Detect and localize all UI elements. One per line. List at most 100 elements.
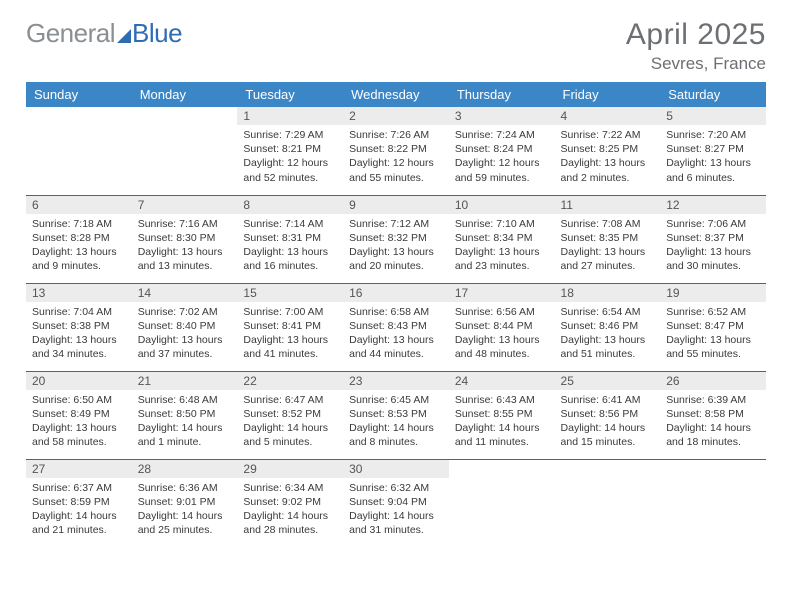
sunrise-text: Sunrise: 6:36 AM [138, 481, 232, 495]
daylight-text: Daylight: 13 hours and 23 minutes. [455, 245, 549, 273]
day-number: 23 [343, 372, 449, 390]
day-number: 4 [555, 107, 661, 125]
calendar-day-cell: 29Sunrise: 6:34 AMSunset: 9:02 PMDayligh… [237, 459, 343, 547]
daylight-text: Daylight: 13 hours and 34 minutes. [32, 333, 126, 361]
calendar-day-cell: 15Sunrise: 7:00 AMSunset: 8:41 PMDayligh… [237, 283, 343, 371]
sunset-text: Sunset: 8:25 PM [561, 142, 655, 156]
calendar-day-cell: 14Sunrise: 7:02 AMSunset: 8:40 PMDayligh… [132, 283, 238, 371]
day-details: Sunrise: 6:34 AMSunset: 9:02 PMDaylight:… [237, 478, 343, 542]
daylight-text: Daylight: 14 hours and 31 minutes. [349, 509, 443, 537]
day-details: Sunrise: 6:47 AMSunset: 8:52 PMDaylight:… [237, 390, 343, 454]
day-details: Sunrise: 7:16 AMSunset: 8:30 PMDaylight:… [132, 214, 238, 278]
weekday-header: Thursday [449, 82, 555, 107]
calendar-day-cell [449, 459, 555, 547]
daylight-text: Daylight: 13 hours and 16 minutes. [243, 245, 337, 273]
brand-part1: General [26, 18, 115, 49]
sunrise-text: Sunrise: 7:24 AM [455, 128, 549, 142]
sunset-text: Sunset: 8:53 PM [349, 407, 443, 421]
calendar-day-cell: 3 Sunrise: 7:24 AMSunset: 8:24 PMDaylight… [449, 107, 555, 195]
weekday-header-row: Sunday Monday Tuesday Wednesday Thursday… [26, 82, 766, 107]
day-details: Sunrise: 6:36 AMSunset: 9:01 PMDaylight:… [132, 478, 238, 542]
daylight-text: Daylight: 13 hours and 51 minutes. [561, 333, 655, 361]
daylight-text: Daylight: 12 hours and 59 minutes. [455, 156, 549, 184]
sunrise-text: Sunrise: 7:22 AM [561, 128, 655, 142]
weekday-header: Sunday [26, 82, 132, 107]
day-number: 2 [343, 107, 449, 125]
sunset-text: Sunset: 9:01 PM [138, 495, 232, 509]
day-details: Sunrise: 7:20 AMSunset: 8:27 PMDaylight:… [660, 125, 766, 189]
sunrise-text: Sunrise: 6:47 AM [243, 393, 337, 407]
sunset-text: Sunset: 8:24 PM [455, 142, 549, 156]
day-number: 3 [449, 107, 555, 125]
sunset-text: Sunset: 8:49 PM [32, 407, 126, 421]
sunset-text: Sunset: 8:59 PM [32, 495, 126, 509]
day-details: Sunrise: 6:41 AMSunset: 8:56 PMDaylight:… [555, 390, 661, 454]
location-label: Sevres, France [626, 54, 766, 74]
sunrise-text: Sunrise: 6:56 AM [455, 305, 549, 319]
calendar-day-cell: 27Sunrise: 6:37 AMSunset: 8:59 PMDayligh… [26, 459, 132, 547]
sunset-text: Sunset: 8:43 PM [349, 319, 443, 333]
sunrise-text: Sunrise: 7:00 AM [243, 305, 337, 319]
daylight-text: Daylight: 13 hours and 55 minutes. [666, 333, 760, 361]
calendar-day-cell: 13Sunrise: 7:04 AMSunset: 8:38 PMDayligh… [26, 283, 132, 371]
daylight-text: Daylight: 14 hours and 21 minutes. [32, 509, 126, 537]
daylight-text: Daylight: 12 hours and 55 minutes. [349, 156, 443, 184]
month-title: April 2025 [626, 18, 766, 52]
sunset-text: Sunset: 8:56 PM [561, 407, 655, 421]
calendar-day-cell: 17Sunrise: 6:56 AMSunset: 8:44 PMDayligh… [449, 283, 555, 371]
sunset-text: Sunset: 9:02 PM [243, 495, 337, 509]
calendar-page: General Blue April 2025 Sevres, France S… [0, 0, 792, 547]
day-details: Sunrise: 6:50 AMSunset: 8:49 PMDaylight:… [26, 390, 132, 454]
calendar-day-cell: 10Sunrise: 7:10 AMSunset: 8:34 PMDayligh… [449, 195, 555, 283]
daylight-text: Daylight: 13 hours and 13 minutes. [138, 245, 232, 273]
weekday-header: Friday [555, 82, 661, 107]
brand-part2: Blue [132, 18, 182, 49]
sunrise-text: Sunrise: 7:29 AM [243, 128, 337, 142]
sunset-text: Sunset: 8:31 PM [243, 231, 337, 245]
sunset-text: Sunset: 8:32 PM [349, 231, 443, 245]
calendar-day-cell [26, 107, 132, 195]
day-details: Sunrise: 7:18 AMSunset: 8:28 PMDaylight:… [26, 214, 132, 278]
brand-logo: General Blue [26, 18, 182, 49]
sunset-text: Sunset: 8:28 PM [32, 231, 126, 245]
sunrise-text: Sunrise: 7:06 AM [666, 217, 760, 231]
day-number: 24 [449, 372, 555, 390]
weekday-header: Tuesday [237, 82, 343, 107]
sunrise-text: Sunrise: 7:18 AM [32, 217, 126, 231]
day-number: 17 [449, 284, 555, 302]
calendar-day-cell: 24Sunrise: 6:43 AMSunset: 8:55 PMDayligh… [449, 371, 555, 459]
day-number: 7 [132, 196, 238, 214]
day-number: 25 [555, 372, 661, 390]
calendar-day-cell [132, 107, 238, 195]
calendar-day-cell: 2Sunrise: 7:26 AMSunset: 8:22 PMDaylight… [343, 107, 449, 195]
day-number: 26 [660, 372, 766, 390]
sunset-text: Sunset: 8:21 PM [243, 142, 337, 156]
calendar-day-cell: 21Sunrise: 6:48 AMSunset: 8:50 PMDayligh… [132, 371, 238, 459]
daylight-text: Daylight: 14 hours and 11 minutes. [455, 421, 549, 449]
day-number: 22 [237, 372, 343, 390]
day-number: 30 [343, 460, 449, 478]
weekday-header: Saturday [660, 82, 766, 107]
calendar-day-cell: 1Sunrise: 7:29 AMSunset: 8:21 PMDaylight… [237, 107, 343, 195]
sunrise-text: Sunrise: 6:41 AM [561, 393, 655, 407]
day-details: Sunrise: 7:04 AMSunset: 8:38 PMDaylight:… [26, 302, 132, 366]
calendar-body: 1Sunrise: 7:29 AMSunset: 8:21 PMDaylight… [26, 107, 766, 547]
daylight-text: Daylight: 13 hours and 2 minutes. [561, 156, 655, 184]
page-header: General Blue April 2025 Sevres, France [26, 18, 766, 74]
day-number: 15 [237, 284, 343, 302]
weekday-header: Monday [132, 82, 238, 107]
sunset-text: Sunset: 8:35 PM [561, 231, 655, 245]
sunset-text: Sunset: 8:41 PM [243, 319, 337, 333]
day-number: 18 [555, 284, 661, 302]
day-number: 14 [132, 284, 238, 302]
sunrise-text: Sunrise: 7:14 AM [243, 217, 337, 231]
sunrise-text: Sunrise: 6:52 AM [666, 305, 760, 319]
calendar-day-cell: 6Sunrise: 7:18 AMSunset: 8:28 PMDaylight… [26, 195, 132, 283]
sunset-text: Sunset: 8:22 PM [349, 142, 443, 156]
day-details: Sunrise: 7:26 AMSunset: 8:22 PMDaylight:… [343, 125, 449, 189]
day-number: 6 [26, 196, 132, 214]
calendar-week-row: 20Sunrise: 6:50 AMSunset: 8:49 PMDayligh… [26, 371, 766, 459]
daylight-text: Daylight: 13 hours and 27 minutes. [561, 245, 655, 273]
sunrise-text: Sunrise: 6:48 AM [138, 393, 232, 407]
sunrise-text: Sunrise: 6:54 AM [561, 305, 655, 319]
